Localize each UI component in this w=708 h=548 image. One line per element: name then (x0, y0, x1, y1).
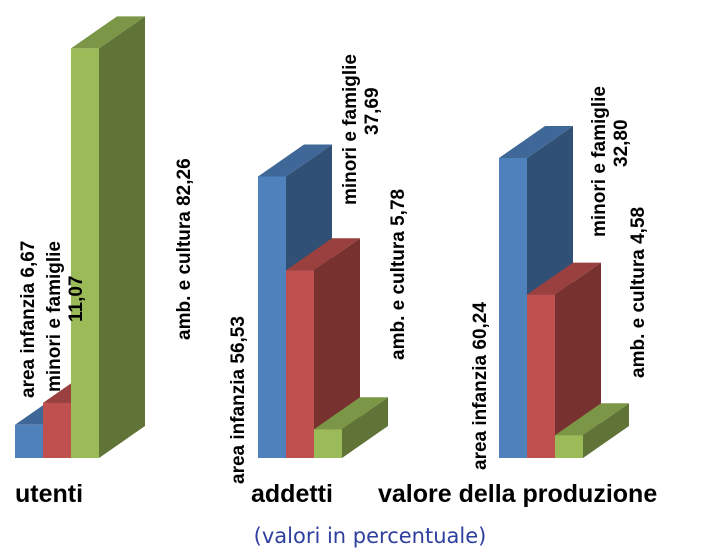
data-label-0-0: area infanzia 6,67 (18, 241, 39, 398)
bar-top-1-0 (258, 144, 332, 177)
data-label-2-2: amb. e cultura 4,58 (628, 207, 649, 378)
bar-front-0-2 (71, 48, 99, 458)
bar-front-2-1 (527, 294, 555, 458)
data-label-value: 32,80 (611, 119, 632, 167)
bar-top-1-1 (286, 238, 360, 271)
bar-front-2-2 (555, 435, 583, 458)
bar-0-2 (71, 16, 145, 458)
bar-top-2-2 (555, 403, 629, 436)
bar-top-2-1 (527, 262, 601, 295)
data-label-line: minori e famiglie (340, 54, 361, 205)
bar-2-2 (555, 403, 629, 458)
bar-front-1-0 (258, 176, 286, 459)
bar-top-2-0 (499, 126, 573, 159)
data-label-value: 11,07 (66, 276, 87, 323)
data-label-value: 37,69 (362, 87, 383, 135)
bar-side-1-1 (314, 238, 360, 458)
bar-1-1 (286, 238, 360, 458)
data-label-1-2: amb. e cultura 5,78 (388, 189, 409, 360)
bar-side-2-1 (555, 262, 601, 458)
data-label-line: minori e famiglie (44, 241, 65, 392)
bar-side-1-2 (342, 397, 388, 458)
bar-side-2-2 (583, 403, 629, 458)
data-label-1-0: area infanzia 56,53 (228, 316, 249, 484)
data-label-line: minori e famiglie (589, 86, 610, 237)
category-label-valore-della-produzione: valore della produzione (378, 480, 657, 508)
bar-front-1-1 (286, 270, 314, 458)
bar-top-1-2 (314, 397, 388, 430)
data-label-0-2: amb. e cultura 82,26 (174, 158, 195, 340)
data-label-1-1: minori e famiglie37,69 (340, 54, 383, 205)
bars-group (15, 16, 629, 459)
bar-top-0-2 (71, 16, 145, 49)
bar-front-0-0 (15, 424, 43, 458)
bar-1-2 (314, 397, 388, 458)
category-label-utenti: utenti (15, 480, 83, 508)
category-label-addetti: addetti (251, 480, 333, 508)
data-labels-group: area infanzia 6,67 minori e famiglie11,07… (18, 54, 649, 484)
bar-front-1-2 (314, 429, 342, 458)
bar-front-0-1 (43, 402, 71, 458)
data-label-0-1: minori e famiglie11,07 (44, 241, 87, 392)
bar-2-1 (527, 262, 601, 458)
data-label-2-1: minori e famiglie32,80 (589, 86, 632, 237)
chart-note: (valori in percentuale) (254, 524, 487, 548)
data-label-2-0: area infanzia 60,24 (470, 302, 491, 470)
bar-front-2-0 (499, 158, 527, 458)
bar-side-0-2 (99, 16, 145, 458)
